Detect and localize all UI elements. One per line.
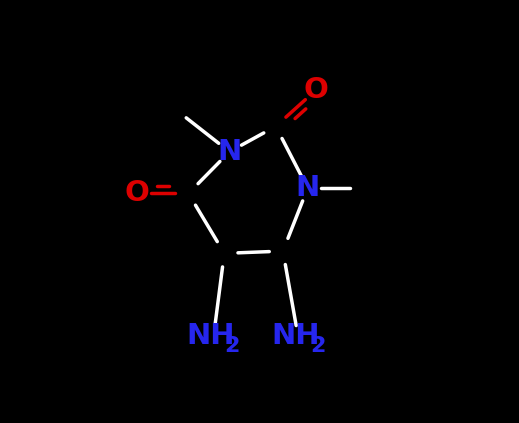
Text: 2: 2 bbox=[310, 335, 325, 355]
Text: N: N bbox=[295, 174, 320, 202]
Text: NH: NH bbox=[186, 322, 235, 350]
Text: NH: NH bbox=[272, 322, 320, 350]
Text: N: N bbox=[217, 138, 242, 166]
Text: O: O bbox=[303, 77, 328, 104]
Text: 2: 2 bbox=[224, 335, 240, 355]
Text: O: O bbox=[125, 179, 150, 207]
